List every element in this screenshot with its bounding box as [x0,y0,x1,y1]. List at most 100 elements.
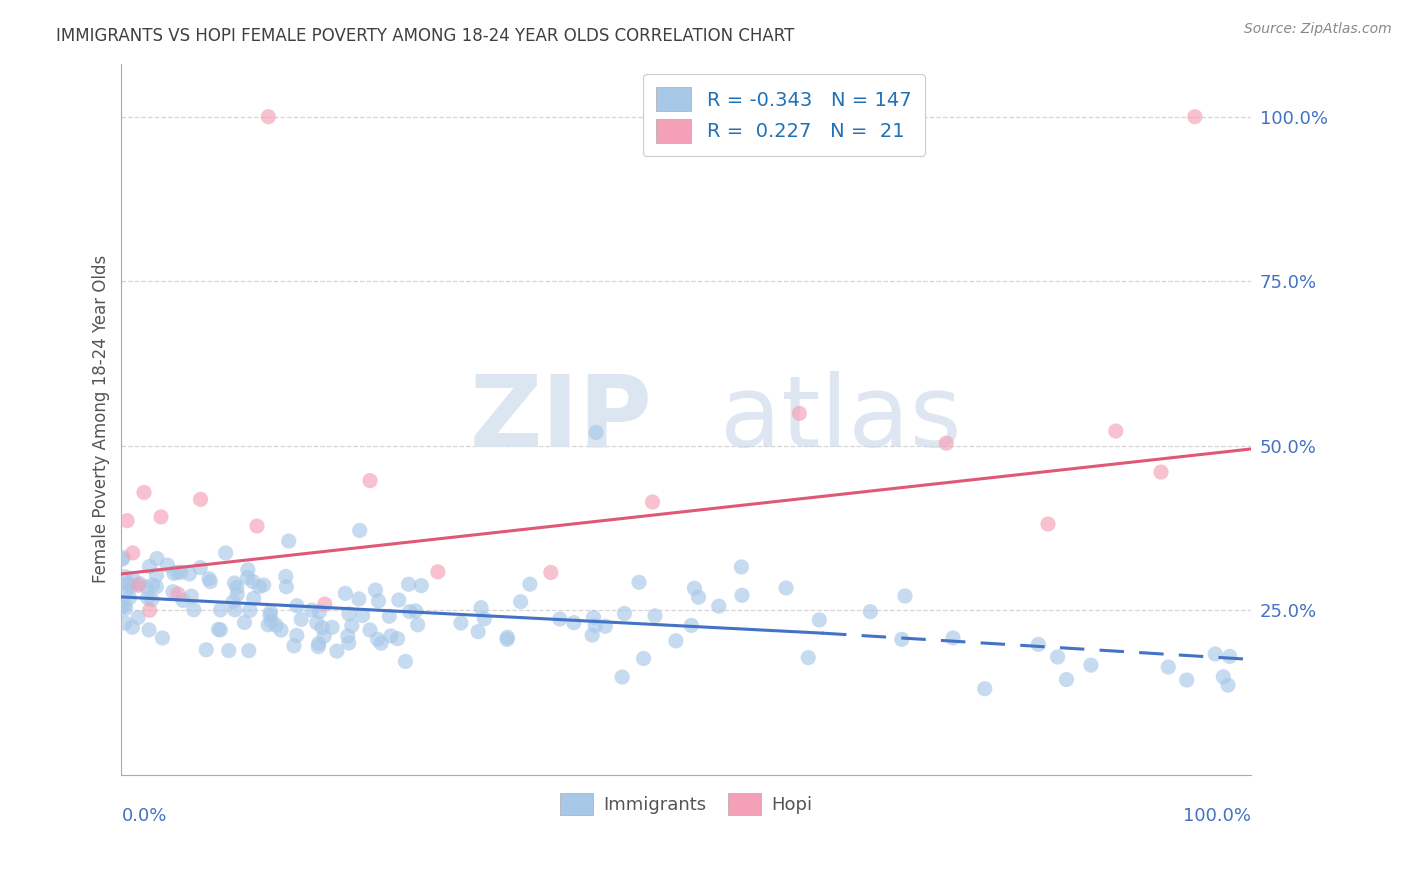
Point [1036,517,1059,532]
Point [942,631,965,645]
Point [1216,678,1239,692]
Point [406,617,429,632]
Point [218,643,240,657]
Point [1184,110,1206,124]
Point [450,615,472,630]
Point [683,581,706,595]
Point [730,560,752,574]
Point [859,605,882,619]
Point [370,636,392,650]
Point [378,609,401,624]
Point [797,650,820,665]
Point [225,580,247,594]
Point [314,629,336,643]
Point [166,566,188,580]
Point [467,624,489,639]
Point [146,551,169,566]
Point [321,620,343,634]
Point [167,587,190,601]
Point [110,600,132,615]
Point [114,599,136,613]
Point [347,591,370,606]
Point [156,558,179,572]
Point [117,576,139,591]
Point [1056,673,1078,687]
Point [277,534,299,549]
Point [496,632,519,647]
Point [509,595,531,609]
Point [128,576,150,591]
Point [894,589,917,603]
Point [127,610,149,624]
Point [238,643,260,657]
Point [1204,647,1226,661]
Point [326,644,349,658]
Point [183,603,205,617]
Point [145,568,167,582]
Point [1046,650,1069,665]
Point [627,575,650,590]
Point [274,569,297,583]
Point [138,559,160,574]
Point [681,618,703,632]
Point [359,474,381,488]
Point [308,636,330,650]
Text: IMMIGRANTS VS HOPI FEMALE POVERTY AMONG 18-24 YEAR OLDS CORRELATION CHART: IMMIGRANTS VS HOPI FEMALE POVERTY AMONG … [56,27,794,45]
Point [163,566,186,581]
Point [136,591,159,605]
Point [610,670,633,684]
Point [890,632,912,647]
Point [387,632,409,646]
Point [242,574,264,589]
Point [731,588,754,602]
Point [380,629,402,643]
Point [285,599,308,613]
Point [1212,670,1234,684]
Point [169,566,191,580]
Point [242,591,264,606]
Point [470,600,492,615]
Point [496,630,519,644]
Point [585,425,607,440]
Point [644,608,666,623]
Point [145,580,167,594]
Point [283,639,305,653]
Point [336,629,359,643]
Point [117,578,139,592]
Point [150,509,173,524]
Point [581,628,603,642]
Point [114,616,136,631]
Point [301,603,323,617]
Point [259,608,281,623]
Legend: Immigrants, Hopi: Immigrants, Hopi [553,786,820,822]
Point [121,580,143,594]
Point [789,406,811,420]
Point [111,552,134,566]
Point [311,621,333,635]
Point [233,615,256,630]
Point [314,597,336,611]
Point [707,599,730,614]
Point [411,579,433,593]
Point [259,605,281,619]
Point [257,617,280,632]
Point [583,618,606,632]
Point [364,583,387,598]
Point [138,603,160,617]
Point [246,519,269,533]
Point [367,594,389,608]
Point [121,546,143,560]
Point [775,581,797,595]
Point [548,612,571,626]
Point [252,578,274,592]
Point [236,570,259,584]
Point [236,563,259,577]
Point [367,632,389,647]
Text: ZIP: ZIP [470,371,652,467]
Point [808,613,831,627]
Point [633,651,655,665]
Point [595,619,617,633]
Point [115,584,138,599]
Y-axis label: Female Poverty Among 18-24 Year Olds: Female Poverty Among 18-24 Year Olds [93,255,110,583]
Point [562,615,585,630]
